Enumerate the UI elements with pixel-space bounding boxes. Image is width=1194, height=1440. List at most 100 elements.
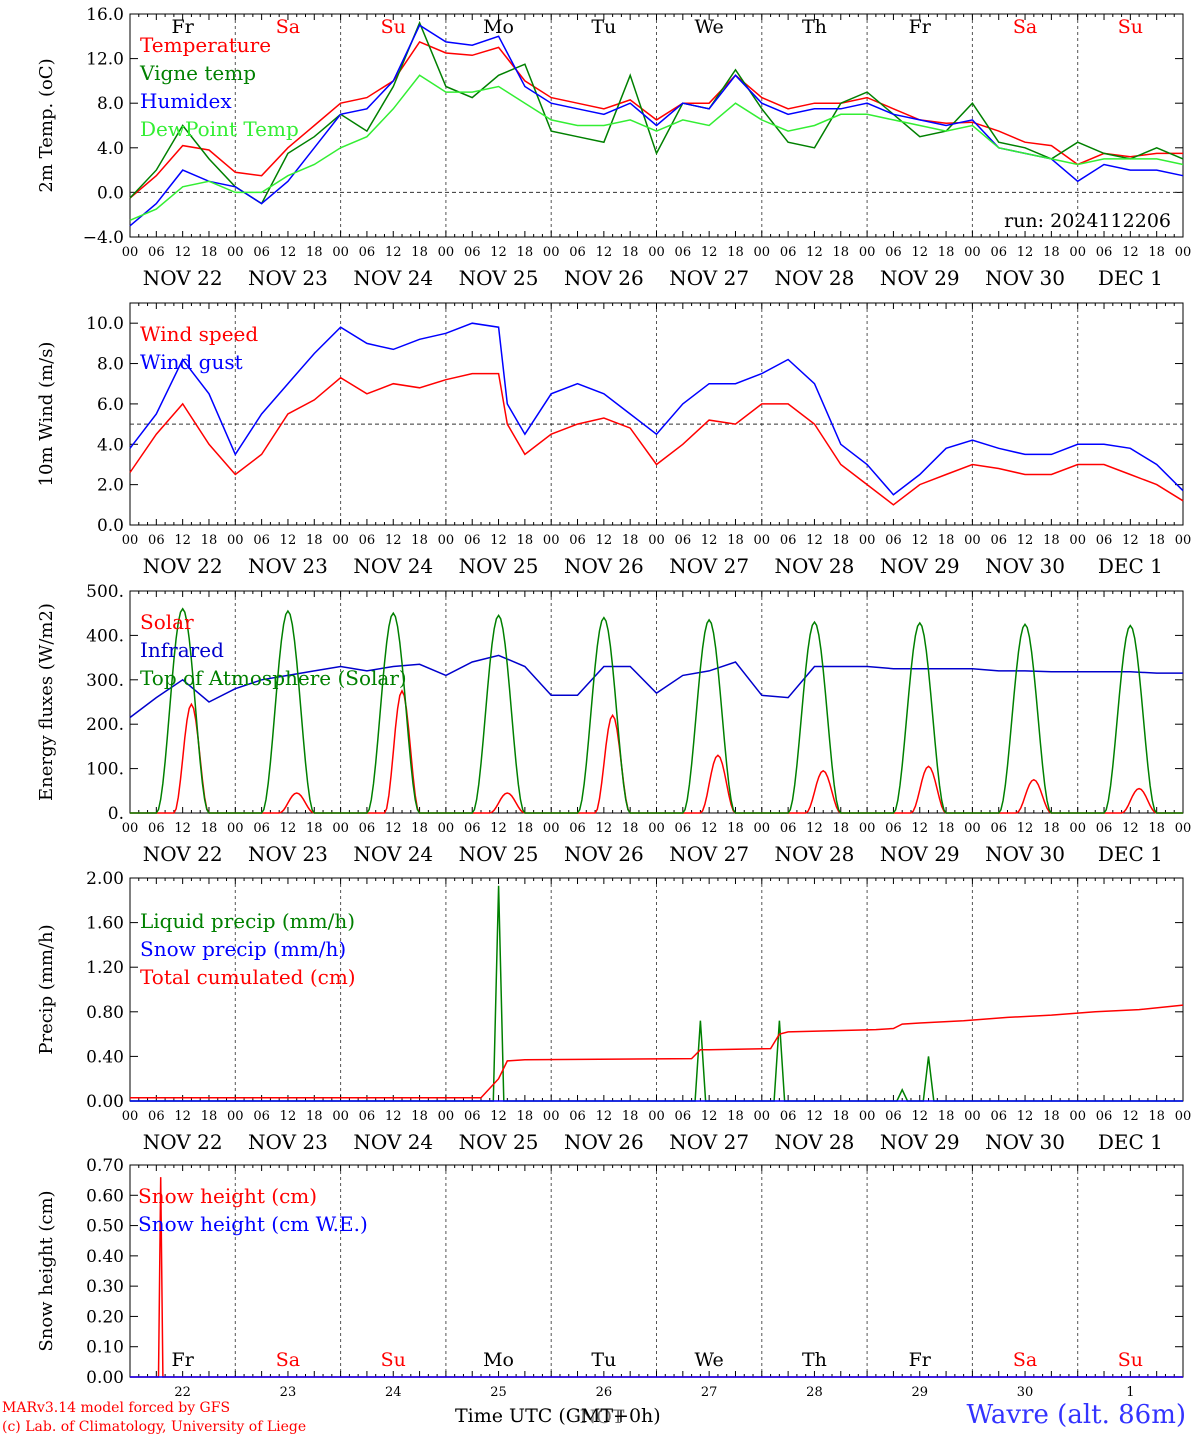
hour-tick-label: 06 xyxy=(780,1109,797,1124)
hour-tick-label: 18 xyxy=(1043,245,1060,260)
date-label: NOV 23 xyxy=(248,554,328,578)
hour-tick-label: 18 xyxy=(201,821,218,836)
hour-tick-label: 18 xyxy=(1043,1109,1060,1124)
series-line-0 xyxy=(129,372,1184,506)
weekday-label: Su xyxy=(1118,16,1143,38)
date-label: NOV 28 xyxy=(775,554,855,578)
hour-tick-label: 06 xyxy=(1096,533,1113,548)
hour-tick-label: 18 xyxy=(1148,245,1165,260)
hour-tick-label: 00 xyxy=(648,821,665,836)
y-tick-label: 16.0 xyxy=(86,5,124,25)
lab-credit: (c) Lab. of Climatology, University of L… xyxy=(2,1419,307,1435)
hour-tick-label: 12 xyxy=(596,533,613,548)
y-tick-label: 0.20 xyxy=(86,1307,124,1327)
hour-tick-label: 06 xyxy=(464,533,481,548)
hour-tick-label: 12 xyxy=(490,245,507,260)
legend-entry: Temperature xyxy=(140,33,271,57)
legend-entry: Total cumulated (cm) xyxy=(140,965,356,989)
day-number-label: 27 xyxy=(701,1385,718,1400)
hour-tick-label: 06 xyxy=(780,821,797,836)
y-tick-label: 12.0 xyxy=(86,50,124,70)
hour-tick-label: 06 xyxy=(253,821,270,836)
hour-tick-label: 00 xyxy=(754,821,771,836)
date-label: NOV 28 xyxy=(775,1130,855,1154)
hour-tick-label: 06 xyxy=(885,533,902,548)
hour-tick-label: 06 xyxy=(253,533,270,548)
hour-tick-label: 12 xyxy=(280,533,297,548)
day-number-label: 24 xyxy=(385,1385,402,1400)
legend-entry: DewPoint Temp xyxy=(140,117,299,141)
y-tick-label: 6.0 xyxy=(97,395,124,415)
hour-tick-label: 12 xyxy=(490,1109,507,1124)
y-tick-label: 0.50 xyxy=(86,1217,124,1237)
hour-tick-label: 00 xyxy=(1069,533,1086,548)
y-tick-label: 0.10 xyxy=(86,1338,124,1358)
hour-tick-label: 00 xyxy=(1069,1109,1086,1124)
date-label: NOV 29 xyxy=(880,842,960,866)
hour-tick-label: 00 xyxy=(332,245,349,260)
hour-tick-label: 06 xyxy=(675,245,692,260)
day-number-label: 23 xyxy=(280,1385,297,1400)
hour-tick-label: 06 xyxy=(885,245,902,260)
hour-tick-label: 18 xyxy=(411,821,428,836)
panel-2: 10m Wind (m/s) xyxy=(36,302,1184,526)
hour-tick-label: 00 xyxy=(543,821,560,836)
date-label: NOV 28 xyxy=(775,266,855,290)
hour-tick-label: 18 xyxy=(306,1109,323,1124)
y-axis-label: Energy fluxes (W/m2) xyxy=(36,603,57,801)
date-label: NOV 30 xyxy=(985,554,1065,578)
y-tick-label: 0.40 xyxy=(86,1047,124,1067)
hour-tick-label: 00 xyxy=(1069,245,1086,260)
hour-tick-label: 12 xyxy=(701,821,718,836)
legend-entry: Vigne temp xyxy=(139,61,256,85)
series-line-2 xyxy=(130,607,1183,814)
hour-tick-label: 06 xyxy=(253,1109,270,1124)
weekday-label: Su xyxy=(381,1349,406,1371)
hour-tick-label: 18 xyxy=(1148,1109,1165,1124)
hour-tick-label: 18 xyxy=(517,245,534,260)
date-label: NOV 27 xyxy=(669,842,749,866)
hour-tick-label: 06 xyxy=(253,245,270,260)
hour-tick-label: 12 xyxy=(1017,1109,1034,1124)
hour-tick-label: 12 xyxy=(911,1109,928,1124)
day-number-label: 30 xyxy=(1017,1385,1034,1400)
weekday-label: Fr xyxy=(172,1349,195,1371)
date-label: NOV 29 xyxy=(880,266,960,290)
date-label: NOV 22 xyxy=(143,842,223,866)
hour-tick-label: 18 xyxy=(1148,533,1165,548)
y-tick-label: 0. xyxy=(108,804,124,824)
weekday-label: We xyxy=(695,16,724,38)
hour-tick-label: 18 xyxy=(622,245,639,260)
day-number-label: 28 xyxy=(806,1385,823,1400)
hour-tick-label: 06 xyxy=(464,1109,481,1124)
hour-tick-label: 00 xyxy=(1175,533,1192,548)
y-axis-label: 2m Temp. (oC) xyxy=(36,58,57,192)
weekday-label: Tu xyxy=(591,16,616,38)
hour-tick-label: 12 xyxy=(701,533,718,548)
day-number-label: 26 xyxy=(596,1385,613,1400)
hour-tick-label: 00 xyxy=(438,821,455,836)
date-label: NOV 25 xyxy=(459,554,539,578)
date-label: NOV 22 xyxy=(143,1130,223,1154)
hour-tick-label: 06 xyxy=(569,245,586,260)
hour-tick-label: 06 xyxy=(359,245,376,260)
panel-1: 2m Temp. (oC) xyxy=(36,13,1184,238)
hour-tick-label: 18 xyxy=(622,1109,639,1124)
hour-tick-label: 00 xyxy=(964,1109,981,1124)
run-annotation: run: 2024112206 xyxy=(1004,210,1171,232)
model-credit: MARv3.14 model forced by GFS xyxy=(2,1400,231,1416)
hour-tick-label: 00 xyxy=(859,1109,876,1124)
date-label: NOV 28 xyxy=(775,842,855,866)
hour-tick-label: 12 xyxy=(1122,533,1139,548)
time-axis-label: Time UTC (GMT+0h) xyxy=(455,1405,661,1427)
y-tick-label: 200. xyxy=(86,715,124,735)
hour-tick-label: 06 xyxy=(885,1109,902,1124)
weekday-label: Fr xyxy=(909,16,932,38)
hour-tick-label: 18 xyxy=(1043,821,1060,836)
hour-tick-label: 00 xyxy=(227,245,244,260)
hour-tick-label: 18 xyxy=(517,1109,534,1124)
y-tick-label: 1.60 xyxy=(86,914,124,934)
y-tick-label: 8.0 xyxy=(97,355,124,375)
date-label: DEC 1 xyxy=(1098,266,1163,290)
y-tick-label: 1.20 xyxy=(86,958,124,978)
